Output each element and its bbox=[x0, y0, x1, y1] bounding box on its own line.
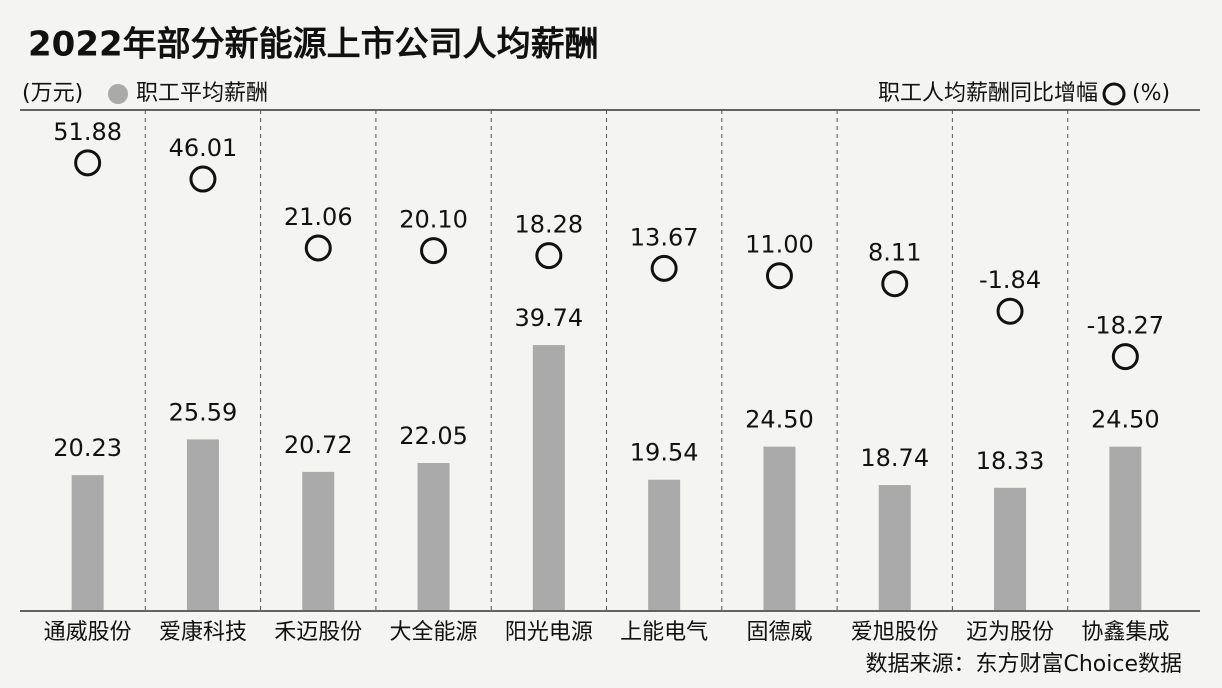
growth-marker bbox=[535, 242, 563, 270]
bar bbox=[878, 485, 911, 610]
y-unit: (万元) bbox=[22, 81, 83, 106]
bar bbox=[302, 471, 335, 610]
growth-marker bbox=[996, 297, 1024, 325]
growth-marker bbox=[74, 149, 102, 177]
x-tick-label: 固德威 bbox=[746, 620, 812, 645]
bar bbox=[186, 439, 219, 610]
growth-label: -1.84 bbox=[979, 266, 1041, 294]
x-tick-label: 爱康科技 bbox=[159, 620, 247, 645]
growth-label: 13.67 bbox=[630, 223, 699, 251]
bar bbox=[648, 479, 681, 610]
growth-label: 20.10 bbox=[399, 206, 468, 234]
bar-label: 19.54 bbox=[630, 439, 699, 467]
growth-label: 21.06 bbox=[284, 203, 353, 231]
growth-marker bbox=[881, 270, 909, 298]
bar-label: 25.59 bbox=[169, 398, 238, 426]
bar bbox=[1109, 446, 1142, 610]
bar-label: 20.23 bbox=[53, 434, 122, 462]
growth-label: 46.01 bbox=[169, 134, 238, 162]
x-tick-label: 协鑫集成 bbox=[1081, 620, 1169, 645]
chart-title: 2022年部分新能源上市公司人均薪酬 bbox=[28, 25, 599, 65]
x-tick-label: 大全能源 bbox=[390, 620, 478, 645]
bar-label: 20.72 bbox=[284, 431, 353, 459]
bar bbox=[532, 345, 565, 610]
growth-marker bbox=[420, 237, 448, 265]
bar-label: 24.50 bbox=[745, 406, 814, 434]
bar-label: 24.50 bbox=[1091, 406, 1160, 434]
legend-label: 职工平均薪酬 bbox=[136, 81, 268, 106]
bar-label: 18.33 bbox=[976, 447, 1045, 475]
growth-marker bbox=[304, 234, 332, 262]
x-tick-label: 上能电气 bbox=[620, 620, 708, 645]
growth-marker bbox=[189, 165, 217, 193]
x-tick-label: 爱旭股份 bbox=[851, 620, 939, 645]
x-tick-label: 阳光电源 bbox=[505, 620, 593, 645]
growth-label: -18.27 bbox=[1087, 312, 1164, 340]
legend-swatch bbox=[1102, 82, 1126, 106]
bar-label: 18.74 bbox=[860, 444, 929, 472]
growth-label: 8.11 bbox=[868, 239, 921, 267]
bar-label: 22.05 bbox=[399, 422, 468, 450]
bar bbox=[417, 463, 450, 610]
bar bbox=[71, 475, 104, 610]
growth-label: 18.28 bbox=[514, 211, 583, 239]
growth-label: 11.00 bbox=[745, 231, 814, 259]
x-tick-label: 禾迈股份 bbox=[274, 620, 362, 645]
growth-marker bbox=[650, 254, 678, 282]
x-tick-label: 通威股份 bbox=[44, 620, 132, 645]
legend-label: 职工人均薪酬同比增幅 bbox=[878, 81, 1098, 106]
legend-swatch bbox=[108, 84, 128, 104]
x-tick-label: 迈为股份 bbox=[966, 620, 1054, 645]
bar bbox=[994, 487, 1027, 610]
growth-marker bbox=[1111, 343, 1139, 371]
bar bbox=[763, 446, 796, 610]
source: 数据来源：东方财富Choice数据 bbox=[865, 652, 1182, 677]
bar-label: 39.74 bbox=[514, 304, 583, 332]
growth-label: 51.88 bbox=[53, 118, 122, 146]
y2-unit: (%) bbox=[1132, 81, 1170, 106]
growth-marker bbox=[765, 262, 793, 290]
